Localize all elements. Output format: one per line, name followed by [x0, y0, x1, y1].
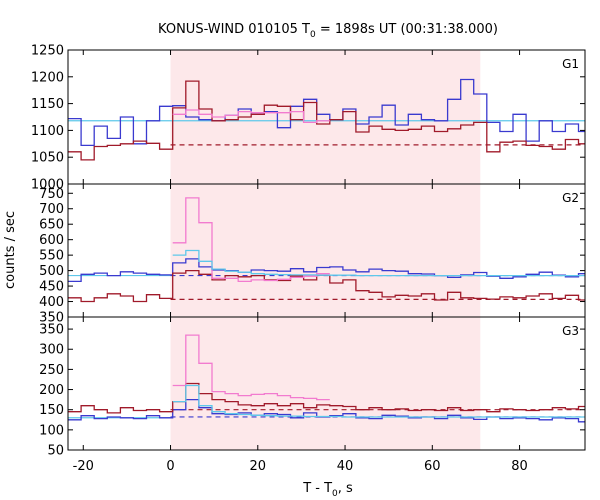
y-tick-label: 500: [39, 264, 64, 279]
panel-g1: 1000 1050 1100 1150 1200 1250 G1: [31, 44, 586, 193]
y-tick-label: 1050: [31, 151, 64, 166]
chart-title-suffix: = 1898s UT (00:31:38.000): [316, 22, 498, 37]
y-tick-label: 200: [39, 383, 64, 398]
series-red-histogram: [68, 382, 585, 414]
x-tick-label: 40: [337, 459, 354, 474]
series-pink-histogram: [172, 334, 330, 401]
x-axis-label: T - T0, s: [302, 481, 353, 499]
x-axis-label-subscript: 0: [332, 489, 338, 499]
y-axis-label: counts / sec: [3, 211, 18, 289]
y-tick-label: 1000: [31, 178, 64, 193]
y-tick-label: 350: [39, 323, 64, 338]
series-cyan-histogram: [172, 384, 585, 418]
y-tick-label: 700: [39, 202, 64, 217]
series-pink-histogram: [172, 197, 330, 283]
y-tick-label: 1100: [31, 124, 64, 139]
series-red-histogram: [68, 269, 585, 303]
panel-label: G3: [562, 324, 579, 338]
series-blue-histogram: [68, 78, 585, 147]
x-tick-label: 80: [511, 459, 528, 474]
y-tick-label: 350: [39, 311, 64, 326]
y-tick-label: 1200: [31, 70, 64, 85]
x-tick-label: -20: [73, 459, 94, 474]
panel-g3: 50 100 150 200 250 300 350 G3: [39, 316, 586, 459]
y-tick-label: 150: [39, 403, 64, 418]
highlight-band: [170, 184, 481, 317]
y-tick-label: 450: [39, 280, 64, 295]
y-tick-label: 600: [39, 233, 64, 248]
highlight-band: [170, 317, 481, 450]
panel-label: G1: [562, 57, 579, 71]
y-tick-label: 650: [39, 218, 64, 233]
panels-group: 100010501100115012001250G135040045050055…: [31, 44, 586, 474]
y-tick-label: 550: [39, 249, 64, 264]
panel-frame: [67, 316, 586, 451]
y-tick-label: 1150: [31, 97, 64, 112]
x-axis-label-main: T - T: [302, 481, 332, 496]
series-pink-histogram: [172, 109, 330, 124]
series-blue-histogram: [68, 258, 585, 283]
panel-plot-area: [68, 78, 585, 161]
x-tick-label: 0: [166, 459, 174, 474]
series-cyan-histogram: [172, 249, 585, 277]
y-tick-label: 100: [39, 423, 64, 438]
panel-plot-area: [68, 197, 585, 303]
y-tick-label: 750: [39, 187, 64, 202]
chart-title: KONUS-WIND 010105 T0 = 1898s UT (00:31:3…: [158, 22, 498, 40]
y-tick-label: 1250: [31, 44, 64, 59]
y-tick-label: 300: [39, 343, 64, 358]
y-tick-label: 250: [39, 363, 64, 378]
y-tick-label: 400: [39, 295, 64, 310]
y-tick-label: 50: [47, 444, 64, 459]
chart-title-main: KONUS-WIND 010105 T: [158, 22, 310, 37]
x-tick-label: 60: [424, 459, 441, 474]
series-red-histogram: [68, 80, 585, 161]
x-tick-label: 20: [250, 459, 267, 474]
panel-label: G2: [562, 191, 579, 205]
x-axis-label-suffix: , s: [338, 481, 353, 496]
panel-plot-area: [68, 334, 585, 423]
chart-title-subscript: 0: [310, 30, 316, 40]
